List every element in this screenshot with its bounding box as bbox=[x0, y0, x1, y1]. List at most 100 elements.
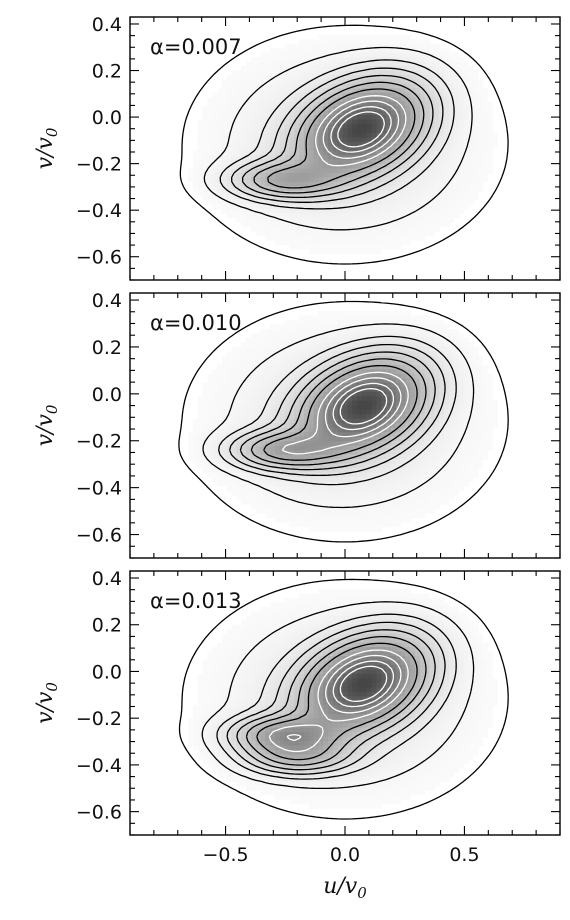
density-cell bbox=[415, 115, 421, 121]
density-cell bbox=[410, 186, 416, 192]
density-cell bbox=[241, 74, 247, 81]
density-cell bbox=[308, 70, 315, 76]
density-cell bbox=[255, 477, 262, 483]
density-cell bbox=[328, 244, 334, 250]
density-cell bbox=[352, 445, 358, 451]
density-cell bbox=[419, 146, 426, 152]
density-cell bbox=[337, 34, 344, 40]
density-cell bbox=[328, 337, 334, 344]
density-cell bbox=[361, 454, 368, 460]
density-cell bbox=[221, 137, 228, 143]
density-cell bbox=[231, 351, 237, 357]
density-cell bbox=[202, 119, 208, 125]
density-cell bbox=[313, 315, 320, 321]
density-cell bbox=[361, 146, 368, 152]
density-cell bbox=[260, 92, 266, 98]
density-cell bbox=[318, 459, 324, 465]
density-cell bbox=[487, 115, 493, 121]
density-cell bbox=[265, 396, 271, 402]
density-cell bbox=[303, 128, 310, 134]
density-cell bbox=[357, 34, 363, 40]
density-cell bbox=[289, 141, 295, 147]
density-cell bbox=[299, 244, 305, 250]
density-cell bbox=[410, 101, 416, 107]
density-cell bbox=[255, 70, 262, 76]
density-cell bbox=[216, 101, 223, 107]
density-cell bbox=[352, 128, 358, 134]
density-cell bbox=[400, 195, 406, 201]
density-cell bbox=[260, 146, 266, 152]
density-cell bbox=[376, 150, 382, 156]
density-cell bbox=[231, 373, 237, 379]
density-cell bbox=[405, 52, 411, 58]
density-cell bbox=[303, 463, 310, 469]
density-cell bbox=[231, 346, 237, 352]
density-cell bbox=[241, 115, 247, 121]
density-cell bbox=[371, 427, 377, 433]
density-cell bbox=[366, 508, 373, 514]
density-cell bbox=[241, 137, 247, 143]
density-cell bbox=[415, 409, 421, 415]
density-cell bbox=[342, 436, 349, 442]
density-cell bbox=[448, 119, 455, 125]
density-cell bbox=[337, 57, 344, 63]
density-cell bbox=[241, 132, 247, 138]
density-cell bbox=[395, 490, 402, 496]
density-cell bbox=[366, 427, 373, 433]
density-cell bbox=[284, 110, 291, 116]
density-cell bbox=[294, 74, 300, 81]
density-cell bbox=[415, 378, 421, 384]
density-cell bbox=[463, 199, 469, 205]
density-cell bbox=[366, 92, 373, 98]
density-cell bbox=[332, 508, 339, 514]
density-cell bbox=[260, 155, 266, 161]
density-cell bbox=[376, 378, 382, 384]
density-cell bbox=[323, 199, 329, 205]
density-cell bbox=[448, 463, 455, 469]
density-cell bbox=[434, 48, 440, 54]
density-cell bbox=[473, 391, 479, 397]
density-cell bbox=[332, 504, 339, 510]
density-cell bbox=[299, 181, 305, 187]
density-cell bbox=[434, 423, 440, 429]
density-cell bbox=[366, 499, 373, 505]
density-cell bbox=[468, 150, 474, 156]
density-cell bbox=[274, 137, 281, 143]
density-cell bbox=[308, 387, 315, 393]
density-cell bbox=[361, 226, 368, 232]
density-cell bbox=[400, 74, 406, 81]
density-cell bbox=[415, 333, 421, 339]
density-cell bbox=[328, 400, 334, 406]
density-cell bbox=[313, 150, 320, 156]
density-cell bbox=[202, 436, 208, 442]
density-cell bbox=[357, 418, 363, 424]
density-cell bbox=[265, 61, 271, 67]
density-cell bbox=[274, 472, 281, 478]
density-cell bbox=[318, 369, 324, 375]
density-cell bbox=[395, 230, 402, 237]
density-cell bbox=[323, 405, 329, 411]
density-cell bbox=[405, 128, 411, 134]
density-cell bbox=[419, 472, 426, 478]
density-cell bbox=[390, 208, 397, 214]
density-cell bbox=[410, 204, 416, 210]
density-cell bbox=[357, 477, 363, 483]
density-cell bbox=[226, 445, 233, 451]
density-cell bbox=[226, 123, 233, 130]
density-cell bbox=[270, 230, 276, 237]
density-cell bbox=[323, 351, 329, 357]
density-cell bbox=[323, 490, 329, 496]
density-cell bbox=[245, 337, 252, 344]
density-cell bbox=[255, 168, 262, 174]
density-cell bbox=[376, 230, 382, 237]
density-cell bbox=[439, 137, 445, 143]
density-cell bbox=[448, 186, 455, 192]
density-cell bbox=[323, 181, 329, 187]
density-cell bbox=[371, 74, 377, 81]
density-cell bbox=[318, 173, 324, 179]
density-cell bbox=[342, 226, 349, 232]
density-cell bbox=[236, 217, 242, 223]
density-cell bbox=[463, 400, 469, 406]
density-cell bbox=[236, 137, 242, 143]
density-cell bbox=[395, 208, 402, 214]
